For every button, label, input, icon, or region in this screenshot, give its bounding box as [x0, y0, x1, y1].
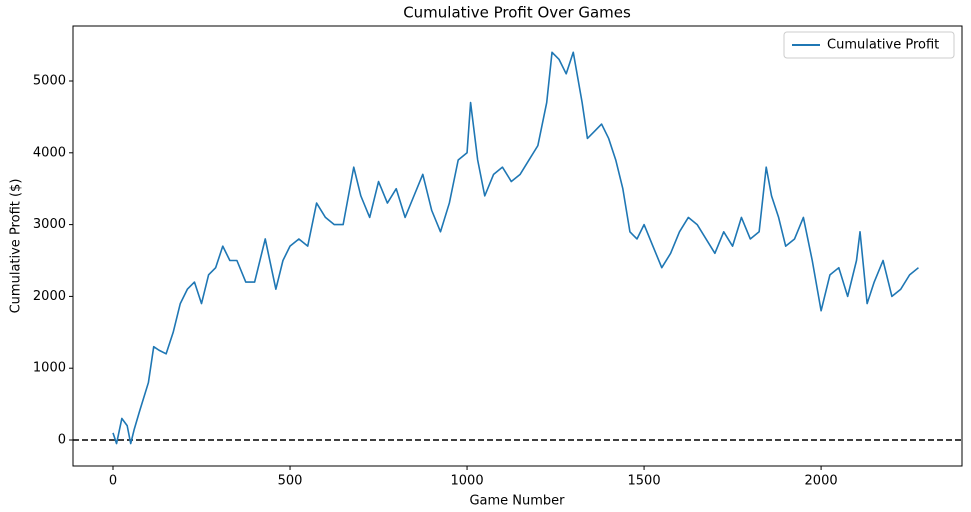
- x-axis-label: Game Number: [469, 494, 565, 509]
- line-series: [112, 51, 919, 445]
- x-tick-label: 1500: [628, 474, 661, 489]
- y-tick-label: 2000: [33, 289, 66, 304]
- x-tick-label: 500: [278, 474, 303, 489]
- plot-area: [72, 25, 963, 467]
- legend-label: Cumulative Profit: [827, 38, 939, 53]
- y-tick-label: 5000: [33, 74, 66, 89]
- chart-title: Cumulative Profit Over Games: [403, 4, 631, 22]
- x-tick-label: 1000: [451, 474, 484, 489]
- y-axis-label: Cumulative Profit ($): [9, 179, 24, 314]
- x-tick-label: 2000: [805, 474, 838, 489]
- x-tick-label: 0: [109, 474, 117, 489]
- y-tick-label: 0: [58, 433, 66, 448]
- y-tick-label: 1000: [33, 361, 66, 376]
- legend-box: [783, 31, 955, 59]
- y-tick-label: 4000: [33, 145, 66, 160]
- y-tick-label: 3000: [33, 217, 66, 232]
